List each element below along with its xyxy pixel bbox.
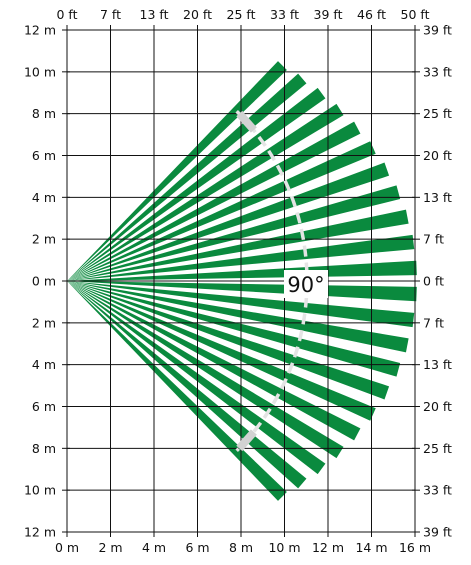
tick-label-left: 8 m [32,441,56,456]
tick-label-top: 50 ft [401,7,430,22]
tick-label-top: 0 ft [56,7,77,22]
beam [67,281,401,377]
beam [67,209,409,281]
beam [67,281,326,475]
beam [67,121,361,282]
tick-label-right: 20 ft [423,399,452,414]
angle-label-background [284,270,328,298]
tick-label-right: 33 ft [423,483,452,498]
beam [67,281,390,400]
tick-label-bottom: 4 m [142,540,166,555]
tick-label-left: 10 m [24,483,56,498]
beam [67,185,401,281]
tick-label-top: 7 ft [100,7,121,22]
angle-label: 90° [287,273,324,297]
tick-label-bottom: 12 m [312,540,344,555]
beam [67,281,287,501]
tick-label-right: 13 ft [423,190,452,205]
tick-label-bottom: 0 m [55,540,79,555]
tick-label-left: 6 m [32,399,56,414]
tick-label-bottom: 10 m [268,540,300,555]
beam [67,281,376,421]
beam [67,281,361,441]
grid [62,25,420,537]
tick-label-top: 33 ft [270,7,299,22]
tick-label-left: 4 m [32,357,56,372]
tick-label-top: 46 ft [357,7,386,22]
tick-label-left: 8 m [32,106,56,121]
tick-label-right: 39 ft [423,525,452,540]
tick-label-bottom: 6 m [185,540,209,555]
axis-labels: 0 ft 7 ft 13 ft 20 ft 25 ft 33 ft 39 ft 46 ft 50… [24,7,452,555]
beam [67,61,287,282]
beam [67,87,326,281]
tick-label-bottom: 14 m [355,540,387,555]
tick-label-bottom: 8 m [229,540,253,555]
tick-label-left: 2 m [32,315,56,330]
tick-label-left: 6 m [32,148,56,163]
tick-label-left: 12 m [24,23,56,38]
tick-label-left: 10 m [24,64,56,79]
tick-label-right: 33 ft [423,64,452,79]
beam [67,103,344,281]
tick-label-left: 4 m [32,190,56,205]
angle-arc-end-marker [236,429,257,452]
beam [67,281,344,459]
tick-label-top: 13 ft [140,7,169,22]
tick-label-top: 25 ft [227,7,256,22]
tick-label-right: 25 ft [423,441,452,456]
angle-arc-end-marker [236,110,257,133]
tick-label-right: 20 ft [423,148,452,163]
tick-label-right: 13 ft [423,357,452,372]
tick-label-left: 2 m [32,232,56,247]
beam [67,162,390,281]
tick-label-left: 12 m [24,525,56,540]
tick-label-right: 0 ft [423,274,444,289]
tick-label-bottom: 2 m [98,540,122,555]
tick-label-top: 39 ft [314,7,343,22]
tick-label-top: 20 ft [183,7,212,22]
angle-label-group: 90° [284,270,328,298]
tick-label-right: 25 ft [423,106,452,121]
beam [67,281,409,353]
tick-label-right: 7 ft [423,232,444,247]
beam [67,141,376,281]
tick-label-left: 0 m [32,274,56,289]
tick-label-right: 39 ft [423,23,452,38]
tick-label-bottom: 16 m [399,540,431,555]
tick-label-right: 7 ft [423,315,444,330]
